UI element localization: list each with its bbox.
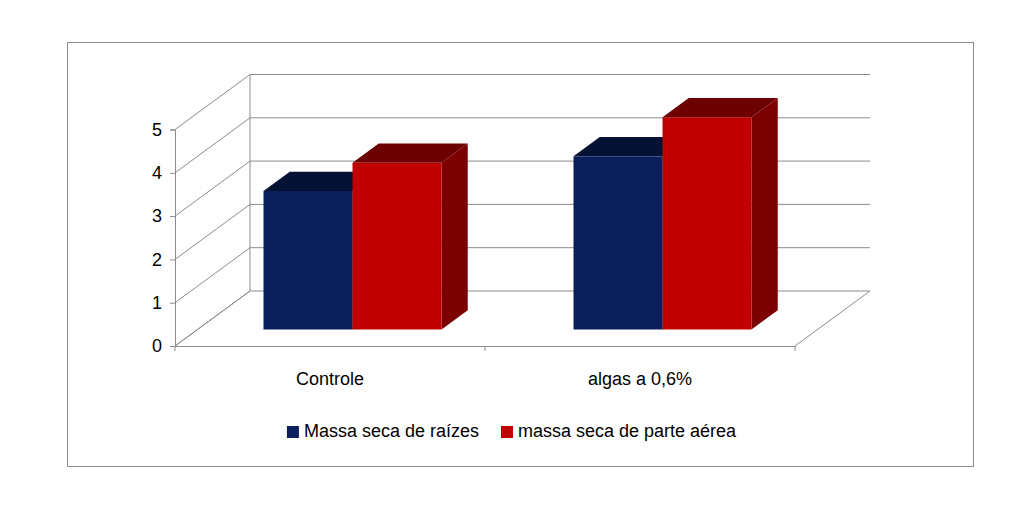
y-tick: 4 <box>152 163 175 183</box>
legend-item: Massa seca de raízes <box>287 421 479 441</box>
legend-swatch <box>501 426 513 438</box>
y-tick: 2 <box>152 250 175 270</box>
grid <box>175 75 870 347</box>
y-tick-label: 2 <box>152 250 162 270</box>
bar <box>353 144 468 330</box>
legend-item: massa seca de parte aérea <box>501 421 737 441</box>
x-boundary-tick <box>485 346 486 351</box>
y-tick-label: 4 <box>152 163 162 183</box>
legend: Massa seca de raízes massa seca de parte … <box>287 421 737 441</box>
x-boundary-tick <box>175 346 176 351</box>
frame <box>68 43 974 467</box>
y-tick-mark <box>170 173 175 174</box>
bar-front <box>353 163 442 330</box>
y-tick-mark <box>170 303 175 304</box>
floor-edge <box>795 291 870 346</box>
chart: 0 1 2 3 4 5 Controle algas a 0,6% Massa seca de … <box>0 0 1024 512</box>
legend-swatch <box>287 426 299 438</box>
bar-side <box>752 98 778 329</box>
legend-label: massa seca de parte aérea <box>518 421 737 441</box>
y-tick: 1 <box>152 293 175 313</box>
x-tick: Controle <box>296 346 364 389</box>
bar-top <box>663 98 778 117</box>
bar-side <box>442 144 468 330</box>
wall-edge <box>175 75 250 347</box>
y-tick-label: 0 <box>152 336 162 356</box>
bar-top <box>353 144 468 163</box>
y-tick-mark <box>170 259 175 260</box>
y-tick-mark <box>170 216 175 217</box>
bar-front <box>574 156 663 329</box>
x-tick-label: Controle <box>296 369 364 389</box>
bar-front <box>663 117 752 329</box>
y-tick-label: 5 <box>152 120 162 140</box>
y-tick: 0 <box>152 336 175 356</box>
x-tick-label: algas a 0,6% <box>588 369 692 389</box>
bar-front <box>264 191 353 330</box>
legend-label: Massa seca de raízes <box>304 421 479 441</box>
y-tick-label: 3 <box>152 206 162 226</box>
y-tick: 3 <box>152 206 175 226</box>
x-boundary-tick <box>795 346 796 351</box>
bars <box>264 98 778 329</box>
x-axis: Controle algas a 0,6% <box>176 346 796 389</box>
bar <box>663 98 778 329</box>
y-tick-label: 1 <box>152 293 162 313</box>
x-tick: algas a 0,6% <box>588 346 692 389</box>
y-tick: 5 <box>152 120 175 140</box>
y-tick-mark <box>170 346 175 347</box>
y-tick-mark <box>170 130 175 131</box>
y-axis: 0 1 2 3 4 5 <box>152 120 176 357</box>
y-axis-line <box>170 130 176 347</box>
